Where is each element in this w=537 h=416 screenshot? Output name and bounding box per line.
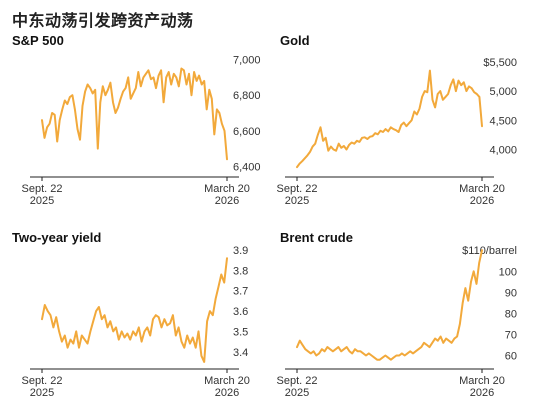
chart-4-xtick-label-start: 2025 — [285, 387, 309, 399]
chart-2-xtick-label-start: 2025 — [285, 195, 309, 207]
chart-3-series-line — [41, 257, 228, 363]
chart-3-xtick-label-end: 2026 — [215, 387, 239, 399]
chart-2-xtick-label-start: Sept. 22 — [277, 183, 318, 195]
chart-1-title: S&P 500 — [12, 33, 64, 48]
chart-4-ytick-label: 80 — [505, 308, 517, 320]
chart-4-series-line — [296, 249, 483, 361]
chart-3-ytick-label: 3.6 — [233, 306, 248, 318]
chart-1-ytick-label: 7,000 — [233, 55, 261, 67]
chart-4-ytick-label: 60 — [505, 350, 517, 362]
chart-3-ytick-label: 3.4 — [233, 347, 248, 359]
chart-4-ytick-label: 100 — [499, 266, 517, 278]
chart-2-series-line — [296, 69, 483, 169]
chart-3-ytick-label: 3.9 — [233, 245, 248, 257]
chart-1-xtick-label-start: 2025 — [30, 195, 54, 207]
chart-2-ytick-label: $5,500 — [483, 57, 517, 69]
chart-3-title: Two-year yield — [12, 230, 101, 245]
chart-3-ytick-label: 3.5 — [233, 326, 248, 338]
page-title: 中东动荡引发跨资产动荡 — [12, 11, 194, 30]
chart-3-xtick-label-start: Sept. 22 — [22, 375, 63, 387]
chart-4-ytick-label: $110/barrel — [462, 245, 517, 257]
chart-3-ytick-label: 3.8 — [233, 265, 248, 277]
chart-3-ytick-label: 3.7 — [233, 286, 248, 298]
chart-3-xtick-label-start: 2025 — [30, 387, 54, 399]
chart-1-ytick-label: 6,800 — [233, 90, 261, 102]
chart-1-xtick-label-end: 2026 — [215, 195, 239, 207]
chart-3-xtick-label-end: March 20 — [204, 375, 250, 387]
chart-4-title: Brent crude — [280, 230, 353, 245]
chart-1-ytick-label: 6,400 — [233, 161, 261, 173]
chart-2-ytick-label: 5,000 — [489, 86, 517, 98]
chart-2-title: Gold — [280, 33, 310, 48]
chart-4-ytick-label: 70 — [505, 329, 517, 341]
chart-1-ytick-label: 6,600 — [233, 126, 261, 138]
chart-1-series-line — [41, 67, 228, 161]
chart-4-xtick-label-end: 2026 — [470, 387, 494, 399]
chart-4-xtick-label-start: Sept. 22 — [277, 375, 318, 387]
chart-1-xtick-label-start: Sept. 22 — [22, 183, 63, 195]
chart-2-ytick-label: 4,000 — [489, 145, 517, 157]
chart-4-ytick-label: 90 — [505, 287, 517, 299]
chart-2-xtick-label-end: 2026 — [470, 195, 494, 207]
chart-1-xtick-label-end: March 20 — [204, 183, 250, 195]
chart-4-xtick-label-end: March 20 — [459, 375, 505, 387]
chart-2-xtick-label-end: March 20 — [459, 183, 505, 195]
chart-2-ytick-label: 4,500 — [489, 115, 517, 127]
